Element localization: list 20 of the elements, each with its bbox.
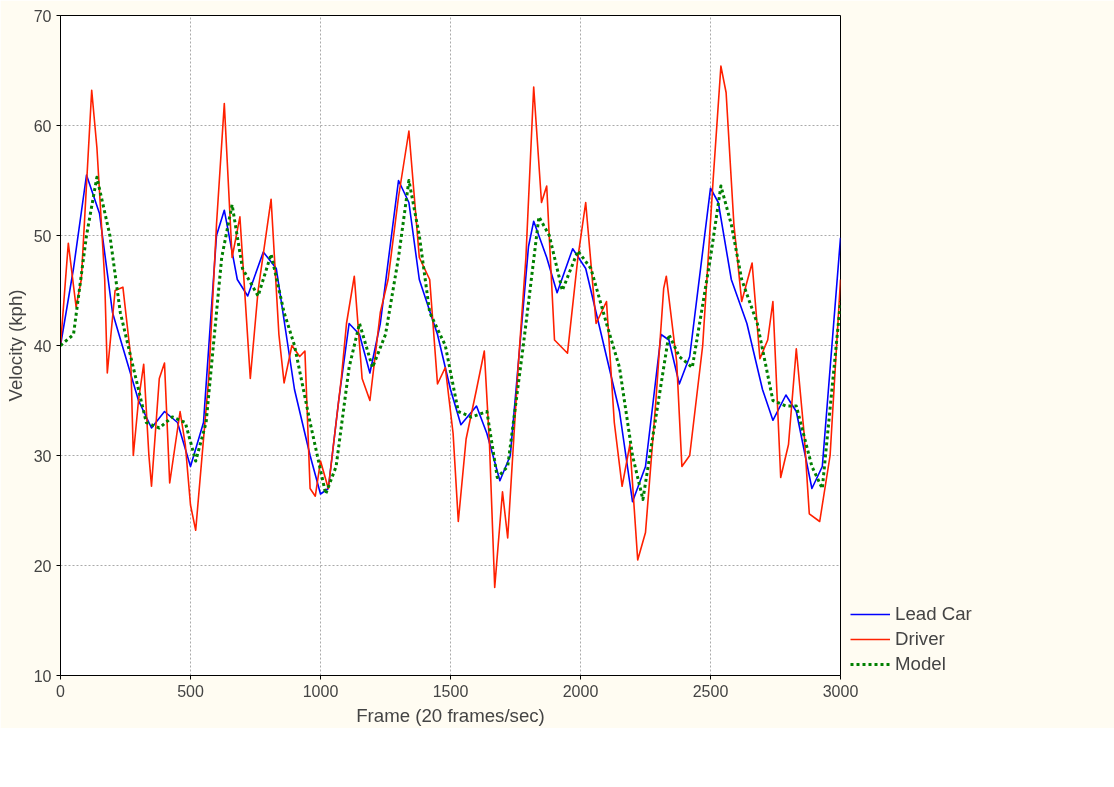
x-tick-label: 3000 <box>822 682 859 700</box>
x-tick-label: 1000 <box>302 682 339 700</box>
x-tick-label: 500 <box>177 682 204 700</box>
legend-label: Lead Car <box>895 603 972 625</box>
x-tick-label: 2000 <box>562 682 599 700</box>
y-tick-label: 50 <box>33 227 52 245</box>
legend-label: Model <box>895 653 946 675</box>
x-axis-title: Frame (20 frames/sec) <box>356 704 545 726</box>
y-tick-label: 20 <box>33 557 52 575</box>
y-tick-label: 30 <box>33 447 52 465</box>
y-tick-label: 70 <box>33 7 52 25</box>
x-tick-label: 2500 <box>692 682 729 700</box>
line-series <box>60 65 841 589</box>
y-axis-title: Velocity (kph) <box>4 289 26 402</box>
y-tick-label: 40 <box>33 337 52 355</box>
y-tick-label: 60 <box>33 117 52 135</box>
y-tick-label: 10 <box>33 667 52 685</box>
x-tick-label: 1500 <box>432 682 469 700</box>
x-tick-label: 0 <box>56 682 66 700</box>
legend-label: Driver <box>895 628 945 650</box>
